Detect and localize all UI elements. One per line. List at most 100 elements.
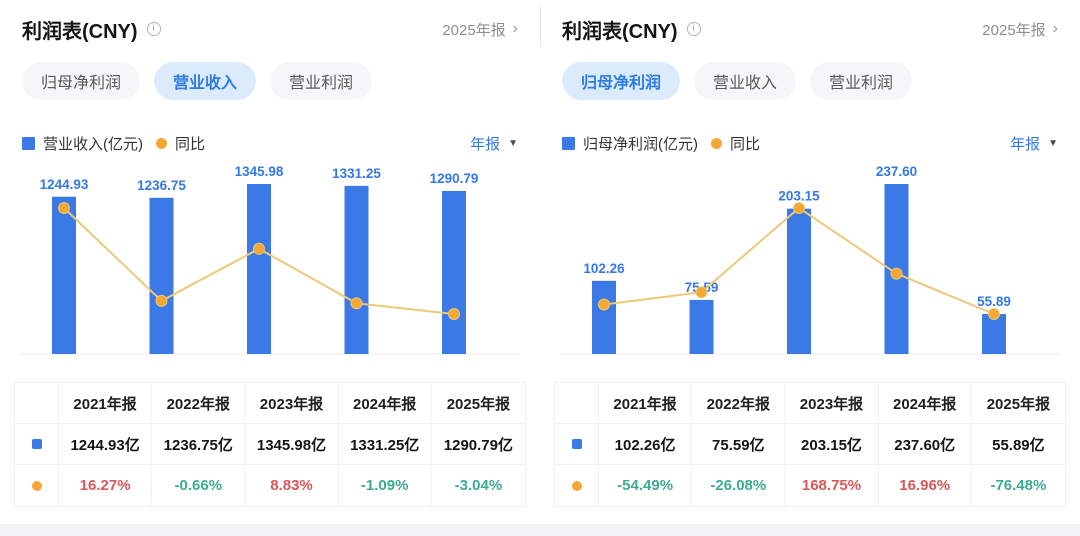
bar-value-label: 1236.75 [137,178,186,193]
table-value-cell: 102.26亿 [599,424,693,465]
tab-operating-profit[interactable]: 营业利润 [270,62,373,100]
yoy-point[interactable] [988,308,1000,320]
table-header-cell: 2024年报 [338,383,432,424]
caret-down-icon: ▼ [508,137,518,149]
chart-legend: 归母净利润(亿元) 同比 年报 ▼ [562,132,1058,154]
table-value-cell: 75.59亿 [692,424,786,465]
financial-table: 2021年报 2022年报 2023年报 2024年报 2025年报 1244.93亿 12… [14,382,526,507]
table-yoy-cell: 16.27% [59,465,153,506]
panel-header: 利润表(CNY) i 2025年报 › [562,14,1058,44]
bar-series-label: 营业收入(亿元) [43,135,143,153]
table-header-cell: 2022年报 [692,383,786,424]
panel-divider [540,6,541,46]
period-select[interactable]: 年报 ▼ [470,133,518,154]
period-link[interactable]: 2025年报 › [442,19,518,40]
bar-value-label: 1290.79 [430,171,479,186]
table-value-cell: 237.60亿 [878,424,972,465]
table-value-cell: 55.89亿 [971,424,1065,465]
tab-net-profit[interactable]: 归母净利润 [562,62,681,100]
period-select-label: 年报 [1010,135,1041,153]
period-link[interactable]: 2025年报 › [982,19,1058,40]
bar[interactable] [247,184,271,354]
tab-operating-profit[interactable]: 营业利润 [810,62,913,100]
bar-series-swatch-icon [562,136,575,150]
tab-net-profit[interactable]: 归母净利润 [22,62,141,100]
bar[interactable] [344,185,369,354]
income-statement-panel-revenue: 利润表(CNY) i 2025年报 › 归母净利润 营业收入 营业利润 营业收入(亿… [14,14,526,507]
bar[interactable] [52,196,76,354]
bar[interactable] [149,197,174,354]
bar-series-marker-icon [571,439,582,449]
bar-value-label: 237.60 [876,164,917,179]
table-header-cell: 2025年报 [431,383,525,424]
table-value-cell: 1331.25亿 [338,424,432,465]
bar[interactable] [787,208,811,354]
yoy-point[interactable] [598,298,610,311]
yoy-point[interactable] [253,242,265,255]
bar-series-label: 归母净利润(亿元) [583,135,698,153]
table-yoy-cell: 8.83% [245,465,339,506]
page-title: 利润表(CNY) [562,20,678,43]
yoy-point[interactable] [350,297,363,310]
table-yoy-cell: -26.08% [692,465,786,506]
bar-series-marker-icon [31,439,42,449]
chevron-right-icon: › [512,20,518,37]
line-series-marker-icon [571,480,582,491]
yoy-point[interactable] [155,294,168,307]
table-value-cell: 1345.98亿 [245,424,339,465]
bar[interactable] [592,280,616,354]
line-series-label: 同比 [730,135,761,153]
info-icon[interactable]: i [146,22,161,36]
yoy-point[interactable] [448,308,460,320]
yoy-point[interactable] [58,202,70,214]
line-series-swatch-icon [711,137,722,149]
series-marker-cell [15,424,59,465]
bar-series-swatch-icon [22,136,35,150]
metric-tabs: 归母净利润 营业收入 营业利润 [22,62,518,100]
line-series-label: 同比 [175,135,206,153]
table-header-cell: 2023年报 [785,383,879,424]
title-wrap: 利润表(CNY) i [562,15,701,44]
table-header-cell: 2021年报 [59,383,153,424]
table-header-cell: 2023年报 [245,383,339,424]
period-link-label: 2025年报 [442,21,506,39]
yoy-point[interactable] [695,286,708,299]
table-yoy-cell: -1.09% [339,465,432,506]
table-corner-cell [555,383,599,424]
bar[interactable] [689,299,714,354]
combo-chart: 1244.93 1236.75 1345.98 1331.25 1290.79 [20,162,520,362]
table-yoy-cell: -3.04% [454,477,503,494]
yoy-point[interactable] [890,267,903,280]
bar-value-label: 55.89 [977,294,1011,309]
info-icon[interactable]: i [686,22,701,36]
series-marker-cell [15,465,59,506]
panel-header: 利润表(CNY) i 2025年报 › [22,14,518,44]
table-yoy-cell: -76.48% [990,477,1047,494]
next-section-strip [0,524,1080,536]
bar[interactable] [442,190,466,354]
table-header-cell: 2024年报 [878,383,972,424]
tab-revenue[interactable]: 营业收入 [694,62,797,100]
yoy-point[interactable] [793,202,805,214]
table-header-cell: 2022年报 [152,383,246,424]
period-link-label: 2025年报 [982,21,1046,39]
table-yoy-cell: -0.66% [152,465,246,506]
chart-legend: 营业收入(亿元) 同比 年报 ▼ [22,132,518,154]
line-series-marker-icon [31,480,42,491]
line-series-swatch-icon [156,137,167,149]
bar-value-label: 102.26 [583,261,625,276]
table-value-cell: 1290.79亿 [431,424,525,465]
period-select[interactable]: 年报 ▼ [1010,133,1058,154]
table-yoy-cell: 16.96% [879,465,972,506]
table-header-cell: 2025年报 [971,383,1065,424]
table-corner-cell [15,383,59,424]
table-value-cell: 1236.75亿 [152,424,246,465]
page-title: 利润表(CNY) [22,20,138,43]
bar-value-label: 1345.98 [235,164,284,179]
title-wrap: 利润表(CNY) i [22,15,161,44]
tab-revenue[interactable]: 营业收入 [154,62,257,100]
period-select-label: 年报 [470,135,501,153]
bar[interactable] [982,314,1006,354]
